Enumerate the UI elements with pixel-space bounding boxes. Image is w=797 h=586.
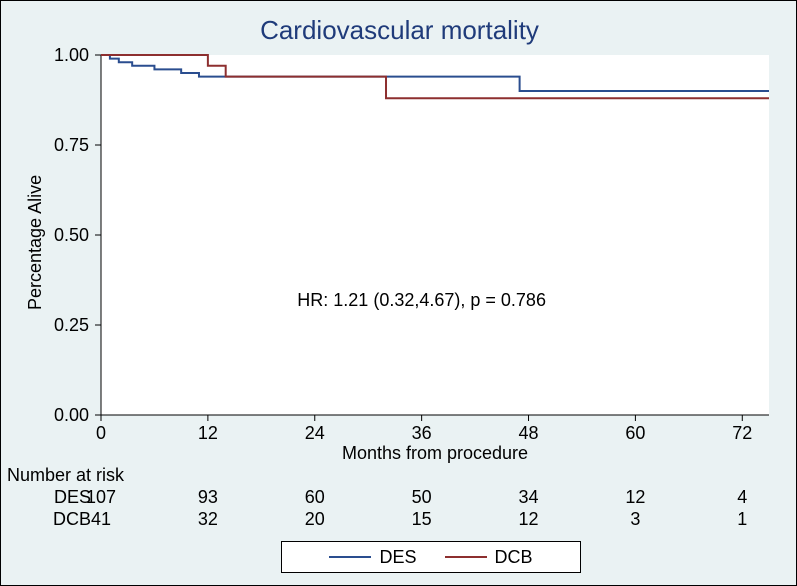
risk-value: 15: [412, 509, 432, 530]
legend-item: DCB: [445, 547, 533, 568]
risk-value: 32: [198, 509, 218, 530]
risk-value: 107: [86, 487, 116, 508]
risk-value: 60: [305, 487, 325, 508]
x-tick-label: 0: [96, 423, 106, 444]
x-tick-label: 72: [732, 423, 752, 444]
y-tick-label: 1.00: [54, 45, 89, 66]
legend-swatch: [329, 556, 371, 558]
y-axis-label: Percentage Alive: [25, 175, 46, 310]
chart-title: Cardiovascular mortality: [1, 15, 797, 46]
x-tick-label: 24: [305, 423, 325, 444]
hazard-ratio-text: HR: 1.21 (0.32,4.67), p = 0.786: [297, 290, 546, 311]
risk-value: 50: [412, 487, 432, 508]
legend-swatch: [445, 556, 487, 558]
legend-label: DCB: [495, 547, 533, 568]
x-tick-label: 36: [412, 423, 432, 444]
legend-label: DES: [379, 547, 416, 568]
x-tick-label: 48: [519, 423, 539, 444]
x-axis-label: Months from procedure: [342, 443, 528, 464]
y-tick-label: 0.75: [54, 135, 89, 156]
x-tick-label: 12: [198, 423, 218, 444]
risk-value: 93: [198, 487, 218, 508]
figure-outer: Cardiovascular mortality 0.00 0.25 0.50 0.7…: [0, 0, 797, 586]
y-tick-label: 0.50: [54, 225, 89, 246]
risk-value: 34: [519, 487, 539, 508]
risk-value: 12: [625, 487, 645, 508]
risk-value: 41: [91, 509, 111, 530]
risk-value: 3: [630, 509, 640, 530]
risk-header: Number at risk: [7, 465, 124, 486]
x-tick-label: 60: [625, 423, 645, 444]
plot-area: [101, 55, 769, 415]
plot-svg: [101, 55, 769, 415]
legend: DES DCB: [281, 541, 581, 573]
y-tick-label: 0.25: [54, 315, 89, 336]
risk-row-label: DCB: [53, 509, 91, 530]
series-des: [101, 55, 769, 91]
risk-value: 1: [737, 509, 747, 530]
y-tick-label: 0.00: [54, 405, 89, 426]
risk-value: 4: [737, 487, 747, 508]
legend-item: DES: [329, 547, 416, 568]
risk-value: 12: [519, 509, 539, 530]
risk-value: 20: [305, 509, 325, 530]
